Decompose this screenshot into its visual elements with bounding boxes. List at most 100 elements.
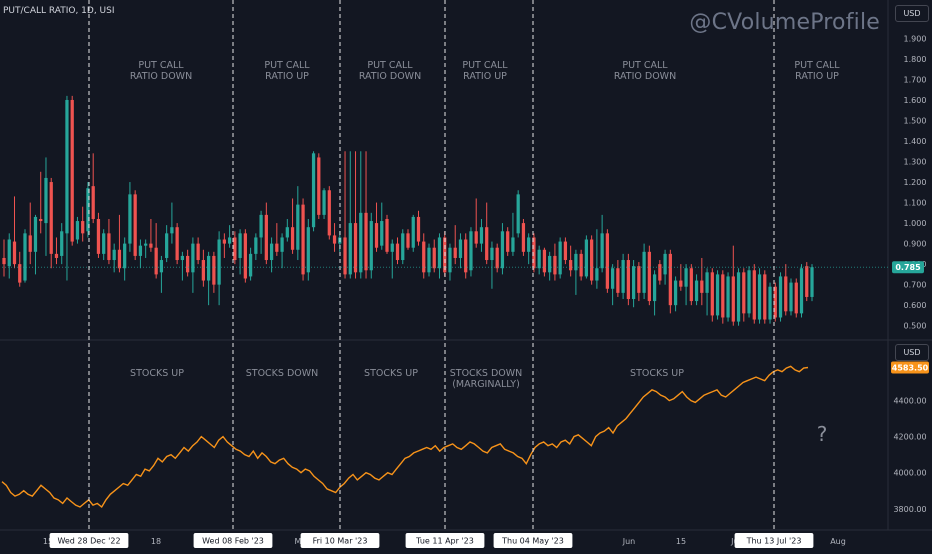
index-line [1,365,809,509]
candle-body [364,212,368,271]
candle-body [311,153,316,228]
candle-body [595,268,599,281]
candle-body [453,247,457,258]
event-date-label: Tue 11 Apr '23 [415,537,474,546]
candle-body [485,227,489,261]
candle-body [590,239,594,281]
event-date-badge [49,533,129,548]
annotation-ratio-label: PUT CALL [138,60,184,71]
candle-body [731,276,735,322]
candle-body [28,235,32,252]
candle-body [165,233,169,258]
ratio-axis-tick: 1.300 [904,158,927,167]
candle-body [784,276,788,312]
time-axis-tick: 15 [43,537,53,546]
candle-body [23,233,27,281]
candle-body [243,233,247,279]
candle-body [112,249,116,261]
candle-body [290,227,295,250]
candle-body [217,239,221,285]
event-date-label: Fri 10 Mar '23 [313,537,368,546]
candle-body [516,194,520,234]
candle-body [196,243,200,261]
event-date-label: Thu 13 Jul '23 [746,537,802,546]
candle-body [390,243,394,252]
candle-body [458,239,463,258]
candle-body [742,272,746,314]
candle-body [275,243,279,252]
annotation-ratio-label: RATIO DOWN [614,71,676,82]
candle-body [637,266,641,293]
candle-body [44,177,48,224]
candle-body [327,190,331,236]
candle-body [322,190,326,215]
candle-body [694,280,699,302]
annotation-ratio-label: RATIO UP [463,71,507,82]
candle-body [285,227,289,238]
candle-body [411,216,415,248]
event-date-badge [405,533,485,548]
candle-body [96,218,101,254]
candle-body [474,231,478,244]
candle-body [33,216,38,252]
candle-body [768,286,772,320]
currency-button-bottom[interactable]: USD [895,344,929,361]
candle-body [569,260,573,271]
candle-body [542,249,547,273]
time-axis-tick: 18 [151,537,161,546]
candle-body [2,257,6,265]
index-last-value: 4583.50 [892,363,929,372]
candle-body [584,239,589,277]
candle-body [343,237,347,275]
candle-body [710,272,714,316]
candle-body [616,268,620,293]
candle-body [684,268,688,287]
candle-body [18,264,22,283]
candle-body [248,253,253,277]
candle-body [490,247,494,261]
candle-body [548,255,552,273]
candle-body [238,233,242,258]
candle-body [747,270,751,314]
ratio-axis-tick: 1.900 [904,34,927,43]
annotation-stocks-label: STOCKS UP [130,368,184,379]
candle-body [39,218,43,222]
annotation-stocks-label: STOCKS DOWN [450,368,523,379]
candle-body [553,255,557,275]
candle-body [149,243,153,248]
candle-body [138,245,143,256]
candle-body [416,216,421,242]
candle-body [296,204,300,250]
candle-body [647,251,651,302]
candle-body [380,221,384,246]
watermark-text: @CVolumeProfile [689,10,880,35]
chart-title: PUT/CALL RATIO, 1D, USI [3,6,115,16]
candle-body [448,247,452,273]
candle-body [401,233,405,261]
candle-body [673,280,678,306]
candle-body [663,253,667,275]
question-mark: ? [817,422,828,446]
event-date-label: Wed 08 Feb '23 [202,537,264,546]
ratio-axis-tick: 1.600 [904,96,927,105]
candle-body [778,276,783,318]
candle-body [123,243,127,269]
candle-body [605,233,610,289]
candle-body [631,266,636,300]
ratio-last-value: 0.785 [895,263,921,272]
candle-body [736,272,741,322]
candle-body [600,233,604,269]
candle-body [621,260,625,293]
candle-body [773,286,777,318]
ratio-axis-tick: 1.800 [904,55,927,64]
ratio-axis-tick: 0.600 [904,301,927,310]
candle-body [511,237,515,252]
candle-body [689,268,693,302]
index-axis-tick: 4200.00 [893,433,926,442]
candle-body [574,253,578,271]
currency-button-top[interactable]: USD [895,5,929,22]
ratio-axis-tick: 0.500 [904,322,927,331]
candle-body [705,272,709,293]
time-axis-tick: Jun [622,537,636,546]
